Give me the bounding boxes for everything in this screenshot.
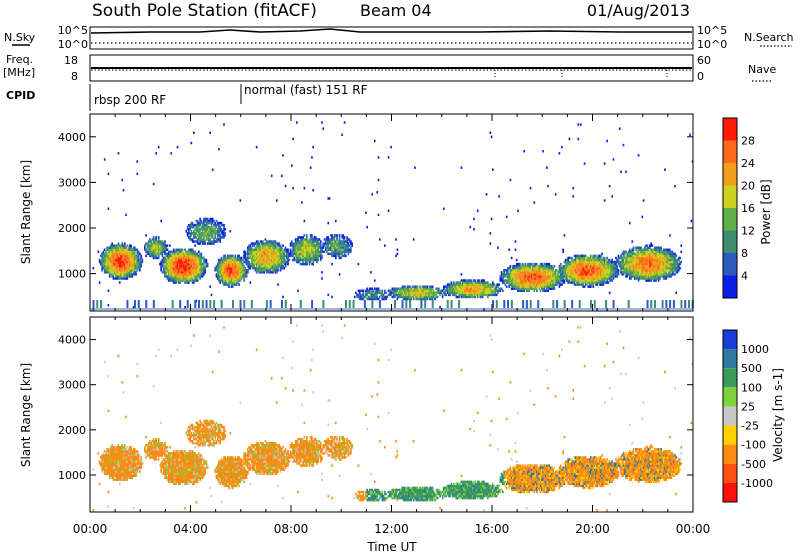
velocity-y-tick-label: 4000	[58, 334, 86, 347]
beam-label: Beam 04	[360, 1, 432, 20]
power-colorbar-swatch	[723, 275, 737, 298]
velocity-colorbar-swatch	[723, 368, 737, 388]
power-colorbar-tick-label: 16	[741, 202, 755, 215]
freq-scale-top: 18	[64, 54, 78, 67]
station-title: South Pole Station (fitACF)	[92, 1, 317, 21]
power-colorbar-tick-label: 28	[741, 135, 755, 148]
velocity-colorbar-swatch	[723, 482, 737, 502]
power-y-tick-label: 4000	[58, 131, 86, 144]
freq-label-2: [MHz]	[3, 66, 35, 79]
nave-scale-bottom: 0	[697, 70, 704, 83]
power-colorbar-tick-label: 8	[741, 247, 748, 260]
power-y-tick-label: 1000	[58, 268, 86, 281]
x-tick-label: 04:00	[173, 522, 208, 536]
velocity-y-tick-label: 2000	[58, 424, 86, 437]
velocity-y-tick-label: 3000	[58, 379, 86, 392]
cpid-label: CPID	[6, 89, 35, 102]
power-data	[92, 121, 694, 311]
power-colorbar-swatch	[723, 118, 737, 141]
freq-scale-bottom: 8	[71, 70, 78, 83]
power-panel: 1000 2000 3000 4000 Slant Range [km] 4 8 12 16…	[19, 113, 773, 312]
cpid-segment-2: normal (fast) 151 RF	[244, 83, 368, 97]
x-tick-label: 00:00	[676, 522, 711, 536]
power-colorbar-swatch	[723, 208, 737, 231]
velocity-colorbar-tick-label: 500	[741, 362, 762, 375]
power-y-axis-label: Slant Range [km]	[19, 160, 33, 264]
power-colorbar-tick-label: 4	[741, 270, 748, 283]
power-colorbar-tick-label: 24	[741, 157, 755, 170]
velocity-y-tick-label: 1000	[58, 469, 86, 482]
nsky-scale-top-right: 10^5	[697, 24, 727, 37]
power-colorbar-swatch	[723, 185, 737, 208]
velocity-colorbar-swatch	[723, 387, 737, 407]
velocity-colorbar-tick-label: 100	[741, 381, 762, 394]
cpid-row: CPID rbsp 200 RF normal (fast) 151 RF	[6, 83, 368, 111]
velocity-colorbar-tick-label: -1000	[741, 477, 773, 490]
power-y-tick-label: 3000	[58, 176, 86, 189]
power-colorbar: 4 8 12 16 20 24 28	[722, 117, 755, 299]
nsky-scale-bottom-right: 10^0	[697, 38, 727, 51]
power-colorbar-tick-label: 20	[741, 180, 755, 193]
power-colorbar-swatch	[723, 230, 737, 253]
date-label: 01/Aug/2013	[587, 1, 690, 20]
velocity-colorbar-tick-label: -100	[741, 439, 766, 452]
nsearch-label: N.Search	[744, 31, 794, 44]
velocity-colorbar-swatch	[723, 406, 737, 426]
velocity-colorbar-swatch	[723, 463, 737, 483]
velocity-colorbar-tick-label: -25	[741, 420, 759, 433]
x-tick-label: 20:00	[575, 522, 610, 536]
velocity-colorbar: 1000 500 100 25 -25 -100 -500 -1000	[722, 329, 773, 503]
nsky-trace	[90, 28, 692, 34]
nave-scale-top: 60	[697, 54, 711, 67]
cpid-segment-1: rbsp 200 RF	[94, 93, 166, 107]
freq-label-1: Freq.	[6, 53, 33, 66]
velocity-panel: 1000 2000 3000 4000 Slant Range [km] 1000 50…	[19, 316, 785, 513]
x-tick-label: 08:00	[274, 522, 309, 536]
velocity-colorbar-swatch	[723, 349, 737, 369]
power-colorbar-swatch	[723, 140, 737, 163]
x-tick-label: 12:00	[374, 522, 409, 536]
x-tick-label: 00:00	[73, 522, 108, 536]
nsky-label: N.Sky	[4, 31, 36, 44]
velocity-colorbar-swatch	[723, 444, 737, 464]
power-colorbar-tick-label: 12	[741, 225, 755, 238]
power-y-tick-label: 2000	[58, 222, 86, 235]
velocity-colorbar-tick-label: -500	[741, 458, 766, 471]
velocity-colorbar-label: Velocity [m s-1]	[771, 368, 785, 462]
velocity-y-axis-label: Slant Range [km]	[19, 363, 33, 467]
x-tick-label: 16:00	[475, 522, 510, 536]
nsky-scale-bottom-left: 10^0	[58, 38, 88, 51]
velocity-colorbar-tick-label: 1000	[741, 343, 769, 356]
freq-panel: Freq. [MHz] 18 8 60 0 Nave	[3, 53, 776, 83]
velocity-colorbar-swatch	[723, 425, 737, 445]
power-colorbar-swatch	[723, 253, 737, 276]
nave-label: Nave	[748, 63, 776, 76]
nsky-scale-top-left: 10^5	[58, 24, 88, 37]
velocity-data	[92, 324, 694, 512]
x-axis-label: Time UT	[366, 540, 417, 554]
nsky-panel: N.Sky 10^5 10^0 10^5 10^0 N.Search	[4, 24, 794, 51]
power-colorbar-label: Power [dB]	[759, 179, 773, 244]
velocity-colorbar-swatch	[723, 330, 737, 350]
velocity-colorbar-tick-label: 25	[741, 400, 755, 413]
power-colorbar-swatch	[723, 163, 737, 186]
